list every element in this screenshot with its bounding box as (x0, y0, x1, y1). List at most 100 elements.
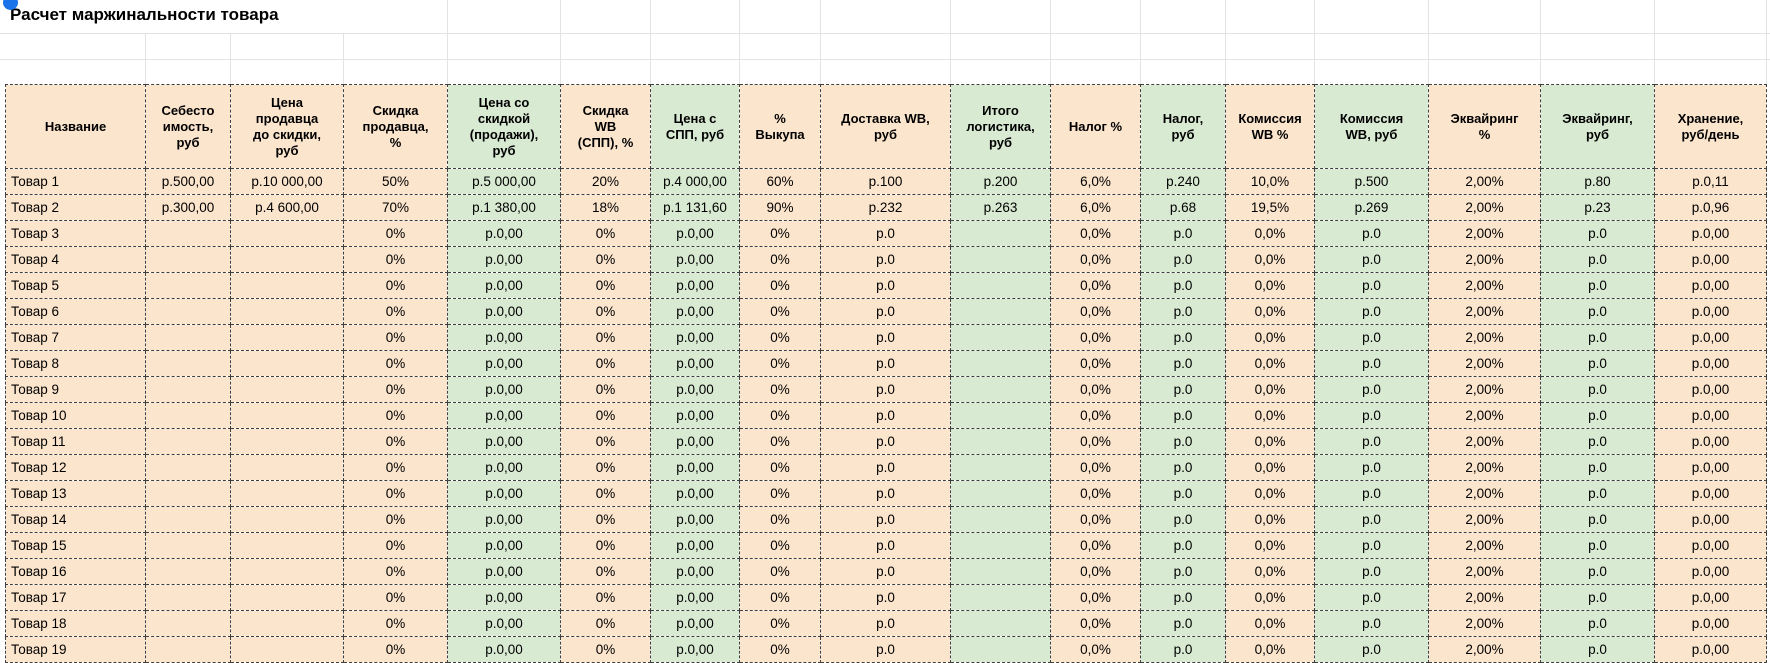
product-name-cell[interactable]: Товар 16 (5, 558, 146, 585)
value-cell[interactable] (950, 272, 1051, 299)
value-cell[interactable]: р.0,00 (447, 272, 561, 299)
value-cell[interactable]: р.0,00 (650, 584, 740, 611)
value-cell[interactable]: р.0 (1140, 272, 1226, 299)
product-name-cell[interactable]: Товар 14 (5, 506, 146, 533)
value-cell[interactable] (950, 558, 1051, 585)
value-cell[interactable]: р.0 (820, 454, 951, 481)
header-cell[interactable]: Доставка WB, руб (820, 84, 951, 169)
value-cell[interactable]: 0,0% (1050, 428, 1141, 455)
value-cell[interactable]: р.0,00 (447, 532, 561, 559)
value-cell[interactable]: р.0 (1314, 584, 1429, 611)
value-cell[interactable]: 0,0% (1225, 246, 1315, 273)
value-cell[interactable]: р.0,00 (650, 506, 740, 533)
value-cell[interactable]: р.0 (820, 220, 951, 247)
value-cell[interactable] (230, 480, 344, 507)
value-cell[interactable]: 2,00% (1428, 506, 1541, 533)
header-cell[interactable]: Хранение, руб/день (1654, 84, 1767, 169)
value-cell[interactable]: р.0,00 (1654, 376, 1767, 403)
value-cell[interactable]: 0% (739, 454, 821, 481)
value-cell[interactable]: р.0 (1314, 376, 1429, 403)
value-cell[interactable]: 0% (739, 324, 821, 351)
product-name-cell[interactable]: Товар 13 (5, 480, 146, 507)
value-cell[interactable]: 0,0% (1225, 584, 1315, 611)
value-cell[interactable]: р.100 (820, 168, 951, 195)
value-cell[interactable]: р.0 (1540, 402, 1655, 429)
value-cell[interactable]: 0% (343, 506, 448, 533)
value-cell[interactable]: 0% (343, 480, 448, 507)
value-cell[interactable]: 0,0% (1050, 506, 1141, 533)
value-cell[interactable]: р.0 (1540, 480, 1655, 507)
value-cell[interactable]: р.0 (820, 246, 951, 273)
value-cell[interactable]: р.0,00 (650, 324, 740, 351)
value-cell[interactable]: р.0,00 (650, 480, 740, 507)
value-cell[interactable]: р.10 000,00 (230, 168, 344, 195)
value-cell[interactable]: 0,0% (1225, 428, 1315, 455)
value-cell[interactable] (230, 220, 344, 247)
value-cell[interactable] (230, 298, 344, 325)
value-cell[interactable]: р.0 (1140, 532, 1226, 559)
value-cell[interactable]: 0% (739, 246, 821, 273)
value-cell[interactable]: р.0,00 (1654, 636, 1767, 663)
value-cell[interactable]: 0% (739, 558, 821, 585)
value-cell[interactable]: р.0 (1140, 298, 1226, 325)
value-cell[interactable]: 2,00% (1428, 350, 1541, 377)
header-cell[interactable]: Комиссия WB, руб (1314, 84, 1429, 169)
value-cell[interactable]: р.0 (1540, 220, 1655, 247)
value-cell[interactable] (145, 220, 231, 247)
value-cell[interactable]: 0,0% (1050, 532, 1141, 559)
value-cell[interactable]: 2,00% (1428, 480, 1541, 507)
value-cell[interactable]: 0% (739, 480, 821, 507)
value-cell[interactable]: р.0 (1314, 350, 1429, 377)
value-cell[interactable]: р.1 131,60 (650, 194, 740, 221)
value-cell[interactable]: 18% (560, 194, 651, 221)
product-name-cell[interactable]: Товар 2 (5, 194, 146, 221)
value-cell[interactable]: р.0 (1314, 454, 1429, 481)
value-cell[interactable]: 0% (560, 506, 651, 533)
product-name-cell[interactable]: Товар 17 (5, 584, 146, 611)
value-cell[interactable]: р.0 (820, 610, 951, 637)
value-cell[interactable]: р.0 (1314, 324, 1429, 351)
value-cell[interactable]: р.68 (1140, 194, 1226, 221)
value-cell[interactable]: р.0,00 (1654, 402, 1767, 429)
value-cell[interactable]: 0,0% (1050, 220, 1141, 247)
value-cell[interactable]: р.0,00 (447, 428, 561, 455)
value-cell[interactable]: р.23 (1540, 194, 1655, 221)
value-cell[interactable]: р.0 (1540, 298, 1655, 325)
value-cell[interactable]: р.0,00 (447, 558, 561, 585)
value-cell[interactable]: 0,0% (1225, 324, 1315, 351)
value-cell[interactable]: р.0,00 (650, 402, 740, 429)
value-cell[interactable]: 2,00% (1428, 220, 1541, 247)
value-cell[interactable]: 0% (739, 350, 821, 377)
value-cell[interactable]: 2,00% (1428, 168, 1541, 195)
value-cell[interactable] (145, 506, 231, 533)
value-cell[interactable]: 0% (343, 584, 448, 611)
value-cell[interactable]: р.0 (820, 402, 951, 429)
value-cell[interactable]: 10,0% (1225, 168, 1315, 195)
value-cell[interactable]: 0,0% (1050, 272, 1141, 299)
value-cell[interactable]: р.0 (1314, 428, 1429, 455)
value-cell[interactable]: 6,0% (1050, 194, 1141, 221)
product-name-cell[interactable]: Товар 15 (5, 532, 146, 559)
value-cell[interactable]: р.0,11 (1654, 168, 1767, 195)
value-cell[interactable]: 0% (739, 272, 821, 299)
value-cell[interactable]: 0,0% (1225, 532, 1315, 559)
value-cell[interactable]: р.0,00 (1654, 558, 1767, 585)
value-cell[interactable]: р.5 000,00 (447, 168, 561, 195)
value-cell[interactable]: 0,0% (1050, 558, 1141, 585)
value-cell[interactable]: 0% (343, 454, 448, 481)
value-cell[interactable]: 2,00% (1428, 454, 1541, 481)
value-cell[interactable] (230, 584, 344, 611)
value-cell[interactable] (230, 324, 344, 351)
value-cell[interactable]: 2,00% (1428, 636, 1541, 663)
value-cell[interactable]: р.0 (1314, 402, 1429, 429)
value-cell[interactable] (230, 558, 344, 585)
value-cell[interactable]: 0,0% (1225, 350, 1315, 377)
value-cell[interactable] (950, 246, 1051, 273)
value-cell[interactable]: р.0,00 (650, 376, 740, 403)
value-cell[interactable]: р.0,00 (1654, 506, 1767, 533)
value-cell[interactable] (230, 376, 344, 403)
value-cell[interactable]: 0% (560, 272, 651, 299)
value-cell[interactable]: р.0,00 (650, 428, 740, 455)
value-cell[interactable]: 0% (739, 532, 821, 559)
value-cell[interactable]: 0% (739, 506, 821, 533)
